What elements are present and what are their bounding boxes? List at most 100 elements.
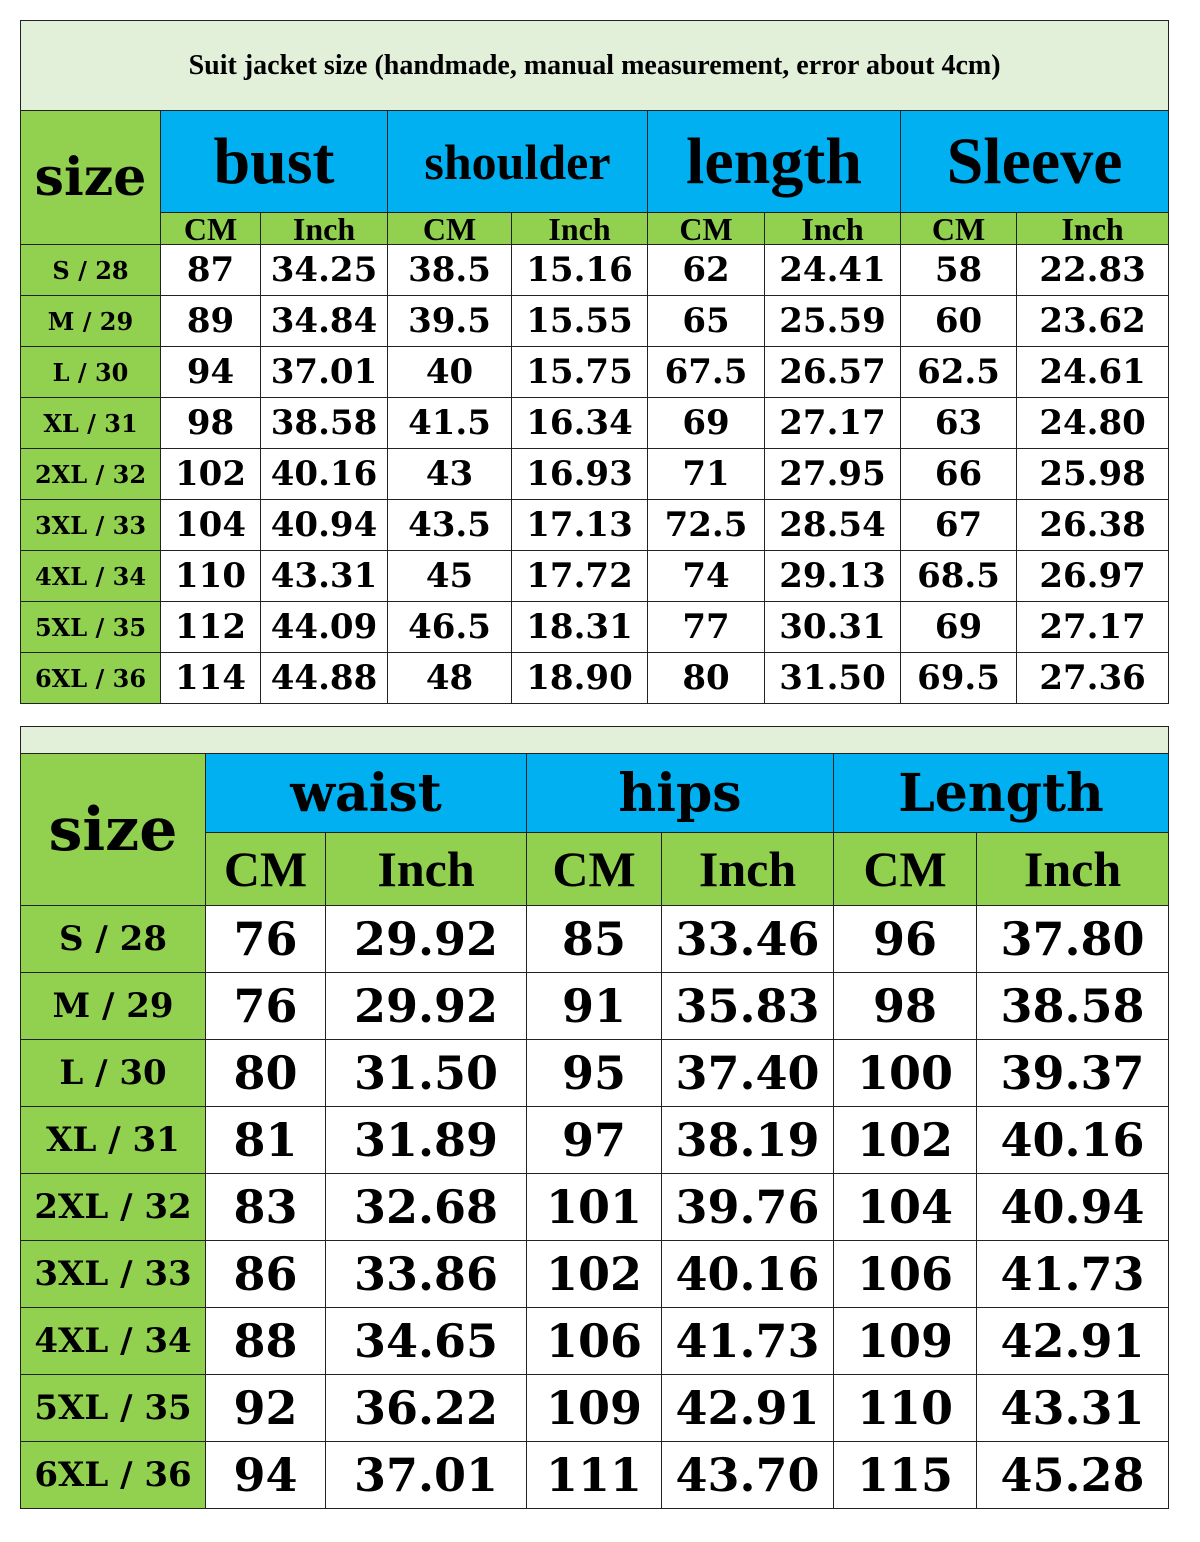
value-cell: 24.41: [764, 244, 901, 296]
unit-header: CM: [833, 832, 977, 906]
value-cell: 22.83: [1015, 244, 1170, 296]
value-cell: 18.31: [511, 601, 648, 653]
value-cell: 15.16: [511, 244, 648, 296]
value-cell: 74: [647, 550, 765, 602]
value-cell: 69: [900, 601, 1017, 653]
unit-header: Inch: [511, 212, 648, 245]
value-cell: 39.76: [661, 1173, 834, 1241]
value-cell: 34.25: [260, 244, 388, 296]
size-cell: L / 30: [20, 1039, 206, 1107]
value-cell: 94: [205, 1441, 326, 1509]
value-cell: 25.59: [764, 295, 901, 347]
value-cell: 29.92: [325, 905, 527, 973]
bust-header: bust: [160, 110, 388, 213]
value-cell: 36.22: [325, 1374, 527, 1442]
value-cell: 24.61: [1015, 346, 1170, 398]
table-row: 5XL / 35 112 44.09 46.5 18.31 77 30.31 69 27.17: [20, 601, 1170, 653]
unit-header: Inch: [764, 212, 901, 245]
value-cell: 37.80: [975, 905, 1170, 973]
value-cell: 112: [160, 601, 261, 653]
value-cell: 67.5: [647, 346, 765, 398]
unit-header: Inch: [1015, 212, 1170, 245]
value-cell: 15.75: [511, 346, 648, 398]
table-row: M / 29 76 29.92 91 35.83 98 38.58: [20, 972, 1170, 1040]
value-cell: 38.5: [387, 244, 512, 296]
unit-header: CM: [647, 212, 765, 245]
value-cell: 39.5: [387, 295, 512, 347]
value-cell: 88: [205, 1307, 326, 1375]
value-cell: 43: [387, 448, 512, 500]
value-cell: 45: [387, 550, 512, 602]
unit-header: Inch: [325, 832, 527, 906]
value-cell: 38.58: [975, 972, 1170, 1040]
table-row: 2XL / 32 102 40.16 43 16.93 71 27.95 66 25.98: [20, 448, 1170, 500]
value-cell: 32.68: [325, 1173, 527, 1241]
value-cell: 43.5: [387, 499, 512, 551]
size-cell: XL / 31: [20, 1106, 206, 1174]
value-cell: 62: [647, 244, 765, 296]
jacket-table-title: Suit jacket size (handmade, manual measu…: [19, 20, 1170, 111]
value-cell: 27.17: [764, 397, 901, 449]
value-cell: 16.34: [511, 397, 648, 449]
value-cell: 110: [160, 550, 261, 602]
value-cell: 104: [833, 1173, 977, 1241]
value-cell: 18.90: [511, 652, 648, 704]
size-header: size: [20, 110, 161, 245]
value-cell: 106: [833, 1240, 977, 1308]
value-cell: 66: [900, 448, 1017, 500]
value-cell: 33.46: [661, 905, 834, 973]
value-cell: 48: [387, 652, 512, 704]
size-cell: M / 29: [20, 295, 161, 347]
unit-header: Inch: [975, 832, 1170, 906]
value-cell: 46.5: [387, 601, 512, 653]
value-cell: 40.94: [260, 499, 388, 551]
value-cell: 26.97: [1015, 550, 1170, 602]
value-cell: 92: [205, 1374, 326, 1442]
value-cell: 31.50: [325, 1039, 527, 1107]
value-cell: 58: [900, 244, 1017, 296]
unit-header: CM: [205, 832, 326, 906]
value-cell: 29.13: [764, 550, 901, 602]
value-cell: 102: [526, 1240, 662, 1308]
table-row: M / 29 89 34.84 39.5 15.55 65 25.59 60 23.62: [20, 295, 1170, 347]
value-cell: 38.19: [661, 1106, 834, 1174]
value-cell: 27.95: [764, 448, 901, 500]
value-cell: 30.31: [764, 601, 901, 653]
unit-header: CM: [387, 212, 512, 245]
table-row: XL / 31 98 38.58 41.5 16.34 69 27.17 63 24.80: [20, 397, 1170, 449]
table-row: 4XL / 34 110 43.31 45 17.72 74 29.13 68.5 26.97: [20, 550, 1170, 602]
value-cell: 37.40: [661, 1039, 834, 1107]
value-cell: 26.57: [764, 346, 901, 398]
table-row: XL / 31 81 31.89 97 38.19 102 40.16: [20, 1106, 1170, 1174]
value-cell: 38.58: [260, 397, 388, 449]
value-cell: 17.13: [511, 499, 648, 551]
table-row: 3XL / 33 86 33.86 102 40.16 106 41.73: [20, 1240, 1170, 1308]
value-cell: 43.70: [661, 1441, 834, 1509]
size-cell: 5XL / 35: [20, 1374, 206, 1442]
value-cell: 71: [647, 448, 765, 500]
value-cell: 63: [900, 397, 1017, 449]
value-cell: 114: [160, 652, 261, 704]
size-cell: S / 28: [20, 905, 206, 973]
value-cell: 25.98: [1015, 448, 1170, 500]
value-cell: 89: [160, 295, 261, 347]
hips-header: hips: [526, 753, 834, 833]
value-cell: 80: [205, 1039, 326, 1107]
size-cell: XL / 31: [20, 397, 161, 449]
value-cell: 31.89: [325, 1106, 527, 1174]
size-cell: 6XL / 36: [20, 1441, 206, 1509]
size-cell: S / 28: [20, 244, 161, 296]
value-cell: 44.88: [260, 652, 388, 704]
value-cell: 69: [647, 397, 765, 449]
unit-header: CM: [526, 832, 662, 906]
table-row: 4XL / 34 88 34.65 106 41.73 109 42.91: [20, 1307, 1170, 1375]
value-cell: 41.73: [975, 1240, 1170, 1308]
value-cell: 31.50: [764, 652, 901, 704]
value-cell: 41.73: [661, 1307, 834, 1375]
value-cell: 110: [833, 1374, 977, 1442]
value-cell: 106: [526, 1307, 662, 1375]
value-cell: 91: [526, 972, 662, 1040]
size-cell: 6XL / 36: [20, 652, 161, 704]
waist-header: waist: [205, 753, 527, 833]
size-cell: 2XL / 32: [20, 448, 161, 500]
